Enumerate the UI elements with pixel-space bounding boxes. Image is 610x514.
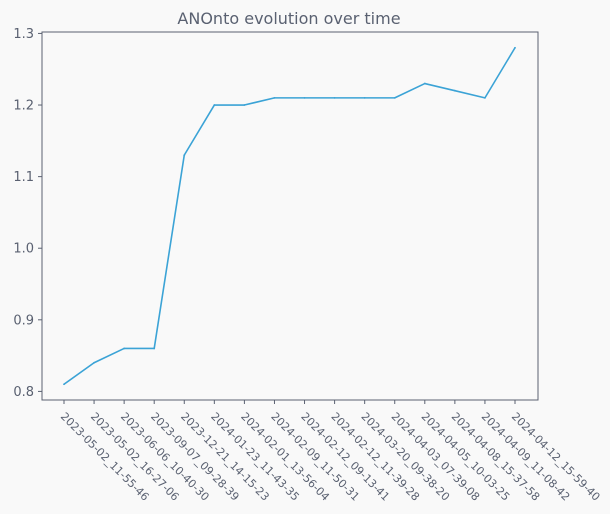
series-line — [63, 47, 516, 385]
y-axis: 0.8 0.9 1.0 1.1 1.2 1.3 — [13, 27, 42, 400]
y-tick-label: 1.1 — [13, 170, 34, 185]
data-point — [423, 82, 426, 85]
data-point — [514, 46, 516, 49]
data-point — [243, 104, 246, 106]
data-point — [93, 361, 95, 364]
data-point — [393, 96, 396, 99]
y-tick-label: 1.3 — [13, 27, 34, 42]
data-point — [333, 96, 336, 99]
y-tick-label: 1.0 — [13, 242, 34, 257]
data-point — [153, 347, 156, 350]
chart-title: ANOnto evolution over time — [177, 9, 400, 28]
data-point — [273, 96, 276, 99]
data-point — [303, 96, 306, 99]
y-tick-label: 0.9 — [13, 313, 34, 328]
x-axis: 2023-05-02_11-55-462023-05-02_16-27-0620… — [58, 400, 602, 504]
y-tick-label: 1.2 — [13, 99, 34, 114]
data-point — [183, 154, 186, 157]
data-point — [363, 96, 366, 99]
series-layer — [63, 46, 516, 386]
plot-area-frame — [41, 31, 539, 401]
data-point — [63, 383, 65, 386]
data-point — [453, 89, 456, 92]
data-point — [213, 104, 216, 106]
data-point — [484, 96, 486, 99]
data-point — [123, 347, 126, 350]
y-tick-label: 0.8 — [13, 385, 34, 400]
